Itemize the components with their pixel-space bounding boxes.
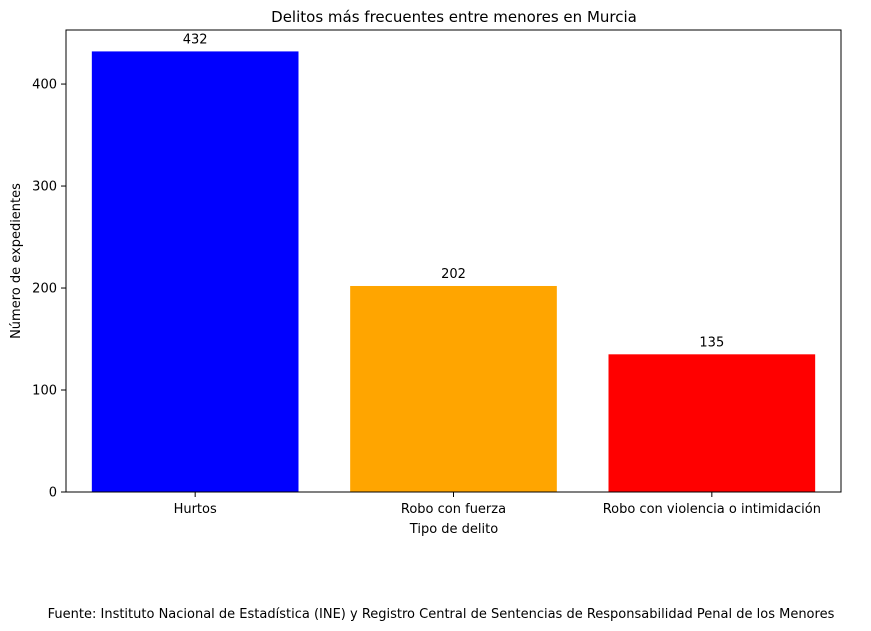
bars-layer (91, 51, 816, 493)
bar-0 (91, 51, 299, 493)
y-tick-label: 0 (49, 486, 57, 501)
y-tick-label: 300 (32, 180, 57, 195)
bar-value-label: 432 (183, 32, 208, 47)
x-tick-label: Hurtos (174, 502, 217, 517)
bar-2 (608, 354, 816, 492)
plot-frame (65, 29, 842, 493)
x-axis-label: Tipo de delito (409, 522, 498, 537)
bar-value-label: 135 (699, 335, 724, 350)
bar-1 (350, 285, 557, 492)
x-axis-ticks: Hurtos Robo con fuerza Robo con violencia … (174, 492, 821, 517)
y-tick-label: 100 (32, 384, 57, 399)
bar-data-labels: 432 202 135 (183, 32, 724, 350)
source-note: Fuente: Instituto Nacional de Estadístic… (48, 607, 835, 622)
y-tick-label: 200 (32, 282, 57, 297)
chart-title: Delitos más frecuentes entre menores en … (271, 8, 637, 26)
x-tick-label: Robo con violencia o intimidación (603, 502, 821, 517)
y-axis-ticks: 0 100 200 300 400 (32, 78, 66, 501)
y-axis-label: Número de expedientes (9, 183, 24, 339)
bar-value-label: 202 (441, 267, 466, 282)
y-tick-label: 400 (32, 78, 57, 93)
x-tick-label: Robo con fuerza (401, 502, 506, 517)
